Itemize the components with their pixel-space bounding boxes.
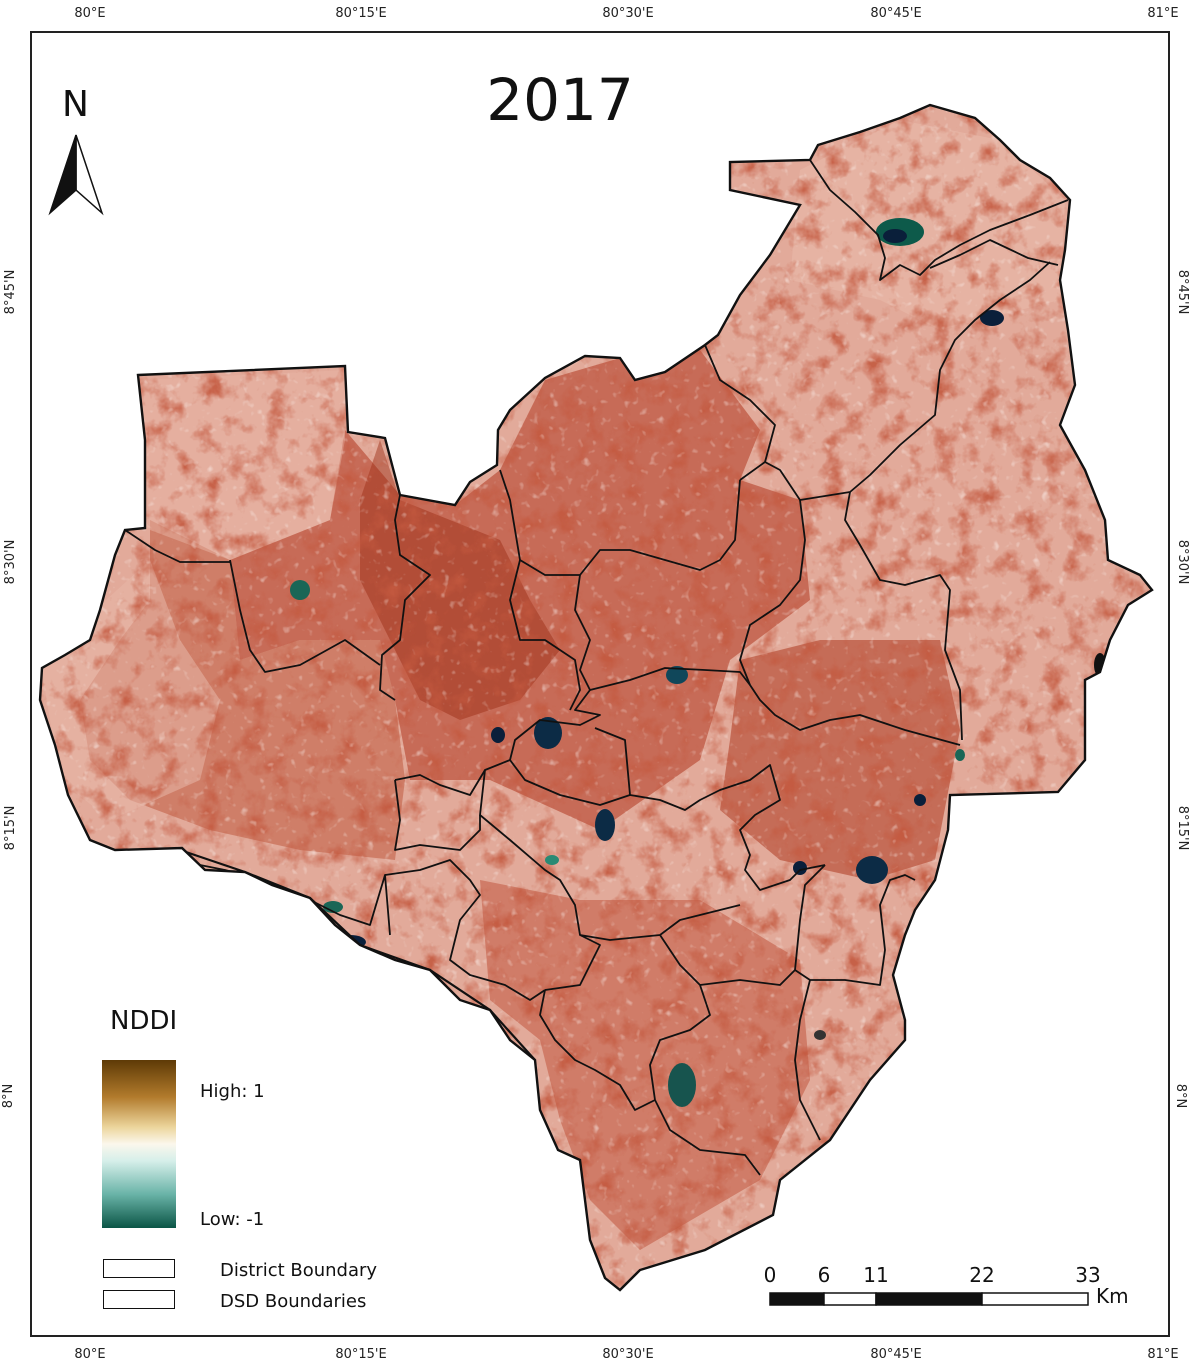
scale-unit: Km xyxy=(1096,1284,1129,1308)
map-title: 2017 xyxy=(486,66,634,134)
lon-label-bottom-4: 80°45'E xyxy=(870,1347,922,1362)
legend-title: NDDI xyxy=(110,1006,178,1036)
scale-tick-2: 11 xyxy=(863,1263,889,1287)
lon-label-top-4: 80°45'E xyxy=(870,6,922,21)
legend-high-label: High: 1 xyxy=(200,1081,265,1102)
lon-label-bottom-2: 80°15'E xyxy=(335,1347,387,1362)
scale-bar-graphic xyxy=(769,1292,1089,1306)
dsd-boundaries xyxy=(124,159,1069,1176)
lon-label-top-1: 80°E xyxy=(74,6,106,21)
lon-label-top-3: 80°30'E xyxy=(602,6,654,21)
lon-label-bottom-3: 80°30'E xyxy=(602,1347,654,1362)
scale-tick-3: 22 xyxy=(969,1263,995,1287)
legend-label-dsd: DSD Boundaries xyxy=(220,1291,367,1312)
legend-color-ramp xyxy=(102,1060,176,1228)
map-frame xyxy=(30,31,1170,1337)
lon-label-bottom-1: 80°E xyxy=(74,1347,106,1362)
legend-swatch-district xyxy=(103,1259,175,1278)
lon-label-bottom-5: 81°E xyxy=(1147,1347,1179,1362)
north-arrow-icon xyxy=(48,134,104,216)
scale-tick-1: 6 xyxy=(817,1263,831,1287)
lon-label-top-5: 81°E xyxy=(1147,6,1179,21)
scale-tick-0: 0 xyxy=(763,1263,777,1287)
lon-label-top-2: 80°15'E xyxy=(335,6,387,21)
legend-low-label: Low: -1 xyxy=(200,1209,265,1230)
north-arrow-label: N xyxy=(62,84,89,125)
legend-swatch-dsd xyxy=(103,1290,175,1309)
legend-label-district: District Boundary xyxy=(220,1260,378,1281)
scale-tick-4: 33 xyxy=(1075,1263,1101,1287)
